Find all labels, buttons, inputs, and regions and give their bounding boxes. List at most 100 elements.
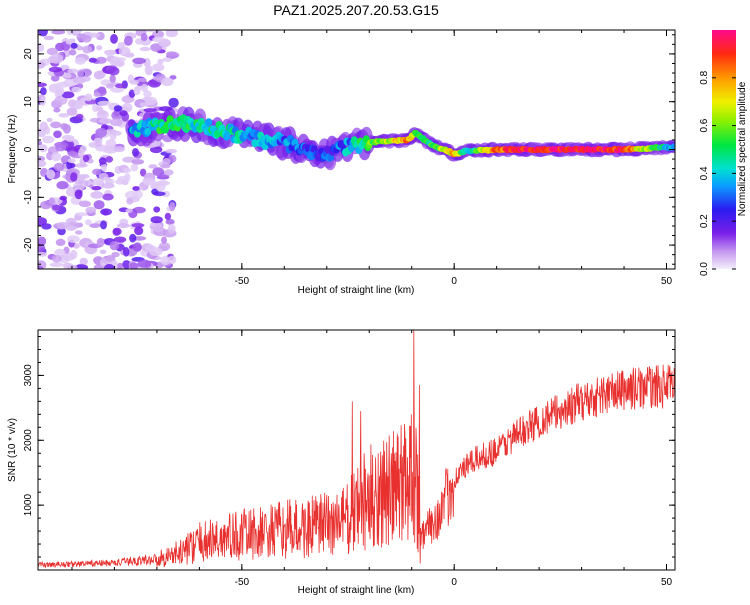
noise-blob: [160, 77, 174, 87]
noise-blob: [99, 249, 107, 254]
noise-blob: [66, 107, 78, 116]
snr-axes: -50 0 50 1000 2000 3000: [23, 330, 675, 588]
figure-title: PAZ1.2025.207.20.53.G15: [273, 2, 439, 18]
noise-blob: [129, 79, 140, 85]
noise-blob: [62, 253, 76, 261]
noise-blob: [135, 38, 144, 45]
noise-blob: [40, 200, 52, 210]
x-tick-label: -50: [235, 276, 250, 287]
noise-blob: [54, 95, 68, 106]
noise-blob: [139, 102, 149, 107]
noise-blob: [79, 257, 88, 266]
noise-blob: [53, 162, 65, 172]
noise-blob: [49, 53, 64, 64]
snr-y-axis-label: SNR (10 * v/v): [7, 418, 18, 482]
noise-blob: [46, 47, 59, 56]
noise-blob: [129, 233, 137, 243]
x-tick-label: 50: [661, 577, 673, 588]
noise-blob: [38, 243, 46, 253]
snr-series-line: [38, 330, 675, 569]
noise-blob: [134, 226, 144, 236]
noise-blob: [55, 81, 70, 88]
noise-blob: [71, 86, 82, 93]
noise-blob: [152, 36, 165, 43]
noise-blob: [65, 217, 77, 226]
colorbar-axes: 0.0 0.2 0.4 0.6 0.8: [699, 70, 736, 276]
colorbar: [712, 30, 736, 269]
noise-blob: [105, 256, 116, 262]
noise-blob: [121, 102, 133, 113]
noise-blob: [139, 46, 151, 52]
noise-blob: [75, 179, 84, 185]
noise-blob: [40, 167, 49, 177]
colorbar-label: Normalized spectral amplitude: [737, 81, 748, 216]
noise-blob: [59, 195, 67, 201]
noise-blob: [67, 68, 79, 74]
noise-blob: [114, 59, 125, 68]
y-tick-label: -10: [23, 190, 34, 205]
noise-blob: [61, 91, 75, 99]
noise-blob: [103, 147, 117, 154]
noise-blob: [153, 206, 161, 213]
noise-blob: [113, 146, 126, 153]
y-tick-label: -20: [23, 237, 34, 252]
noise-blob: [55, 86, 65, 96]
noise-blob: [38, 140, 43, 146]
noise-blob: [100, 220, 107, 230]
noise-blob: [105, 50, 115, 57]
x-tick-label: -50: [235, 577, 250, 588]
noise-blob: [70, 42, 78, 49]
noise-blob: [38, 251, 48, 257]
colorbar-tick-label: 0.8: [699, 70, 710, 84]
noise-blob: [152, 76, 163, 81]
noise-blob: [46, 117, 53, 123]
noise-blob: [82, 45, 93, 54]
snr-x-axis-label: Height of straight line (km): [298, 585, 415, 596]
noise-blob: [67, 151, 78, 157]
noise-blob: [165, 218, 175, 225]
noise-blob: [74, 264, 89, 269]
noise-blob: [110, 34, 118, 44]
noise-blob: [95, 127, 108, 138]
noise-blob: [69, 49, 77, 56]
noise-blob: [108, 66, 120, 76]
y-tick-label: 3000: [23, 364, 34, 387]
noise-blob: [105, 156, 114, 163]
noise-blob: [81, 174, 90, 179]
noise-blob: [95, 140, 103, 147]
noise-blob: [132, 57, 147, 64]
colorbar-tick-label: 0.2: [699, 214, 710, 228]
noise-blob: [152, 167, 165, 177]
noise-blob: [130, 163, 139, 172]
noise-blob: [53, 107, 61, 113]
noise-blob: [51, 204, 62, 211]
noise-blob: [38, 82, 47, 88]
ridge-segment: [166, 115, 174, 124]
noise-blob: [82, 154, 90, 163]
x-tick-label: 0: [451, 577, 457, 588]
noise-blob: [97, 100, 111, 106]
ridge-segment: [144, 127, 152, 136]
noise-blob: [132, 186, 140, 191]
noise-blob: [160, 164, 171, 169]
noise-blob: [143, 108, 157, 113]
noise-blob: [96, 45, 103, 51]
noise-blob: [61, 134, 75, 141]
noise-blob: [74, 189, 83, 200]
noise-blob: [72, 30, 82, 34]
noise-blob: [49, 262, 64, 268]
noise-blob: [169, 201, 176, 212]
noise-blob: [38, 144, 48, 153]
noise-blob: [100, 162, 107, 172]
noise-blob: [132, 148, 139, 157]
noise-blob: [150, 216, 163, 224]
noise-blob: [109, 241, 120, 251]
noise-blob: [143, 30, 156, 33]
noise-blob: [98, 109, 107, 116]
noise-blob: [164, 169, 174, 176]
noise-blob: [90, 181, 102, 186]
noise-blob: [152, 63, 165, 72]
noise-blob: [38, 159, 47, 168]
noise-blob: [43, 35, 55, 41]
